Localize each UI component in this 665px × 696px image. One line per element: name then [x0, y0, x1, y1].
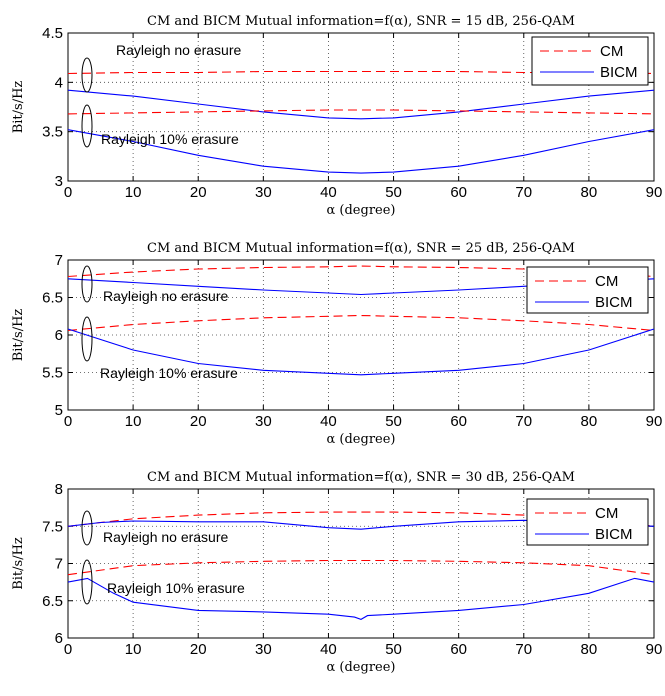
plot-frame	[67, 488, 655, 639]
x-axis-label: α (degree)	[327, 203, 396, 218]
x-tick-label: 30	[255, 413, 272, 430]
x-axis-label: α (degree)	[327, 660, 396, 675]
y-tick-label: 6.5	[42, 290, 63, 307]
x-tick-label: 60	[450, 641, 467, 658]
chart-panel-2: CM and BICM Mutual information=f(α), SNR…	[11, 241, 662, 447]
x-tick-label: 0	[64, 641, 72, 658]
x-tick-label: 70	[515, 184, 532, 201]
x-tick-label: 90	[646, 641, 663, 658]
y-tick-label: 6	[55, 630, 63, 647]
series-line-bicm-no-erasure	[67, 89, 655, 120]
annotation-ellipse	[81, 57, 93, 93]
annotation-ellipse	[81, 104, 93, 148]
y-axis-label: Bit/s/Hz	[11, 537, 26, 590]
series-line-bicm-10pct-erasure	[67, 129, 655, 174]
legend-box	[526, 498, 649, 546]
x-tick-label: 40	[320, 413, 337, 430]
x-tick-label: 0	[64, 184, 72, 201]
x-tick-label: 50	[385, 413, 402, 430]
x-tick-label: 70	[515, 413, 532, 430]
y-tick-label: 3	[55, 173, 63, 190]
legend-label-cm: CM	[595, 273, 618, 290]
legend: CM BICM	[526, 498, 649, 546]
annotation-label: Rayleigh no erasure	[103, 529, 229, 545]
x-tick-label: 60	[450, 184, 467, 201]
x-tick-label: 40	[320, 184, 337, 201]
x-tick-label: 20	[190, 184, 207, 201]
y-tick-label: 6.5	[42, 593, 63, 610]
plot-frame	[67, 259, 655, 411]
legend-box	[526, 266, 649, 314]
y-tick-label: 4.5	[42, 25, 63, 42]
legend-label-bicm: BICM	[600, 64, 638, 81]
x-tick-label: 50	[385, 641, 402, 658]
x-tick-label: 90	[646, 184, 663, 201]
annotation-label: Rayleigh 10% erasure	[100, 365, 238, 381]
x-tick-label: 90	[646, 413, 663, 430]
annotation-ellipse	[81, 510, 93, 546]
y-tick-label: 5.5	[42, 365, 63, 382]
y-tick-label: 7	[55, 556, 63, 573]
x-tick-label: 60	[450, 413, 467, 430]
x-tick-label: 20	[190, 641, 207, 658]
series-line-cm-10pct-erasure	[67, 314, 655, 332]
annotation-label: Rayleigh 10% erasure	[107, 580, 245, 596]
legend-label-bicm: BICM	[595, 526, 633, 543]
x-tick-label: 20	[190, 413, 207, 430]
legend-label-cm: CM	[600, 43, 623, 60]
annotation-label: Rayleigh 10% erasure	[101, 131, 239, 147]
legend-label-cm: CM	[595, 505, 618, 522]
x-tick-label: 10	[125, 641, 142, 658]
x-tick-label: 50	[385, 184, 402, 201]
x-tick-label: 30	[255, 184, 272, 201]
x-tick-label: 0	[64, 413, 72, 430]
x-axis-label: α (degree)	[327, 432, 396, 447]
x-tick-label: 80	[581, 641, 598, 658]
legend: CM BICM	[531, 36, 649, 86]
chart-panel-1: CM and BICM Mutual information=f(α), SNR…	[11, 14, 662, 218]
y-tick-label: 6	[55, 327, 63, 344]
y-tick-label: 8	[55, 481, 63, 498]
plot-frame	[67, 32, 655, 182]
chart-title: CM and BICM Mutual information=f(α), SNR…	[147, 14, 575, 29]
series-line-bicm-10pct-erasure	[67, 328, 655, 376]
legend-label-bicm: BICM	[595, 294, 633, 311]
y-tick-label: 5	[55, 402, 63, 419]
chart-title: CM and BICM Mutual information=f(α), SNR…	[147, 241, 575, 256]
x-tick-label: 10	[125, 413, 142, 430]
y-tick-label: 7.5	[42, 518, 63, 535]
x-tick-label: 40	[320, 641, 337, 658]
y-tick-label: 4	[55, 74, 63, 91]
x-tick-label: 80	[581, 184, 598, 201]
annotation-label: Rayleigh no erasure	[116, 42, 242, 58]
y-axis-label: Bit/s/Hz	[11, 309, 26, 362]
x-tick-label: 30	[255, 641, 272, 658]
annotation-ellipse	[81, 559, 93, 605]
legend-box	[531, 36, 649, 86]
series-line-cm-10pct-erasure	[67, 109, 655, 115]
annotation-label: Rayleigh no erasure	[103, 288, 229, 304]
y-axis-label: Bit/s/Hz	[11, 81, 26, 134]
legend: CM BICM	[526, 266, 649, 314]
y-tick-label: 3.5	[42, 124, 63, 141]
annotation-ellipse	[81, 316, 93, 362]
series-line-cm-10pct-erasure	[67, 559, 655, 576]
chart-title: CM and BICM Mutual information=f(α), SNR…	[147, 470, 575, 485]
x-tick-label: 10	[125, 184, 142, 201]
y-tick-label: 7	[55, 252, 63, 269]
annotation-ellipse	[81, 265, 93, 303]
x-tick-label: 70	[515, 641, 532, 658]
chart-panel-3: CM and BICM Mutual information=f(α), SNR…	[11, 470, 662, 675]
series-line-bicm-10pct-erasure	[67, 577, 655, 621]
x-tick-label: 80	[581, 413, 598, 430]
